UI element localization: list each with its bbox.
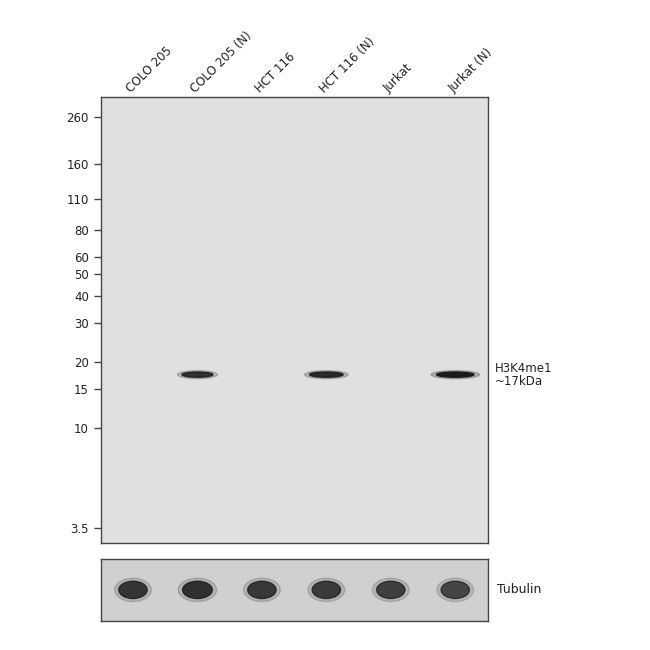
Ellipse shape [182,372,213,377]
Ellipse shape [308,578,344,602]
Ellipse shape [376,581,405,599]
Text: ~17kDa: ~17kDa [495,374,543,387]
Ellipse shape [114,578,151,602]
Ellipse shape [244,578,280,602]
Ellipse shape [431,370,480,379]
Text: HCT 116: HCT 116 [253,50,298,96]
Ellipse shape [437,372,474,377]
Ellipse shape [437,578,474,602]
Ellipse shape [312,581,341,599]
Text: Jurkat (N): Jurkat (N) [446,46,495,96]
Ellipse shape [305,370,348,379]
Ellipse shape [183,581,213,599]
Ellipse shape [441,581,469,599]
Ellipse shape [309,372,343,377]
Ellipse shape [119,581,147,599]
Text: Tubulin: Tubulin [497,584,541,597]
Text: H3K4me1: H3K4me1 [495,361,552,374]
Text: COLO 205 (N): COLO 205 (N) [188,29,254,96]
Ellipse shape [372,578,410,602]
Ellipse shape [177,370,218,379]
Ellipse shape [248,581,276,599]
Ellipse shape [178,578,216,602]
Text: Jurkat: Jurkat [382,62,415,96]
Text: HCT 116 (N): HCT 116 (N) [317,35,378,96]
Text: COLO 205: COLO 205 [124,44,175,96]
